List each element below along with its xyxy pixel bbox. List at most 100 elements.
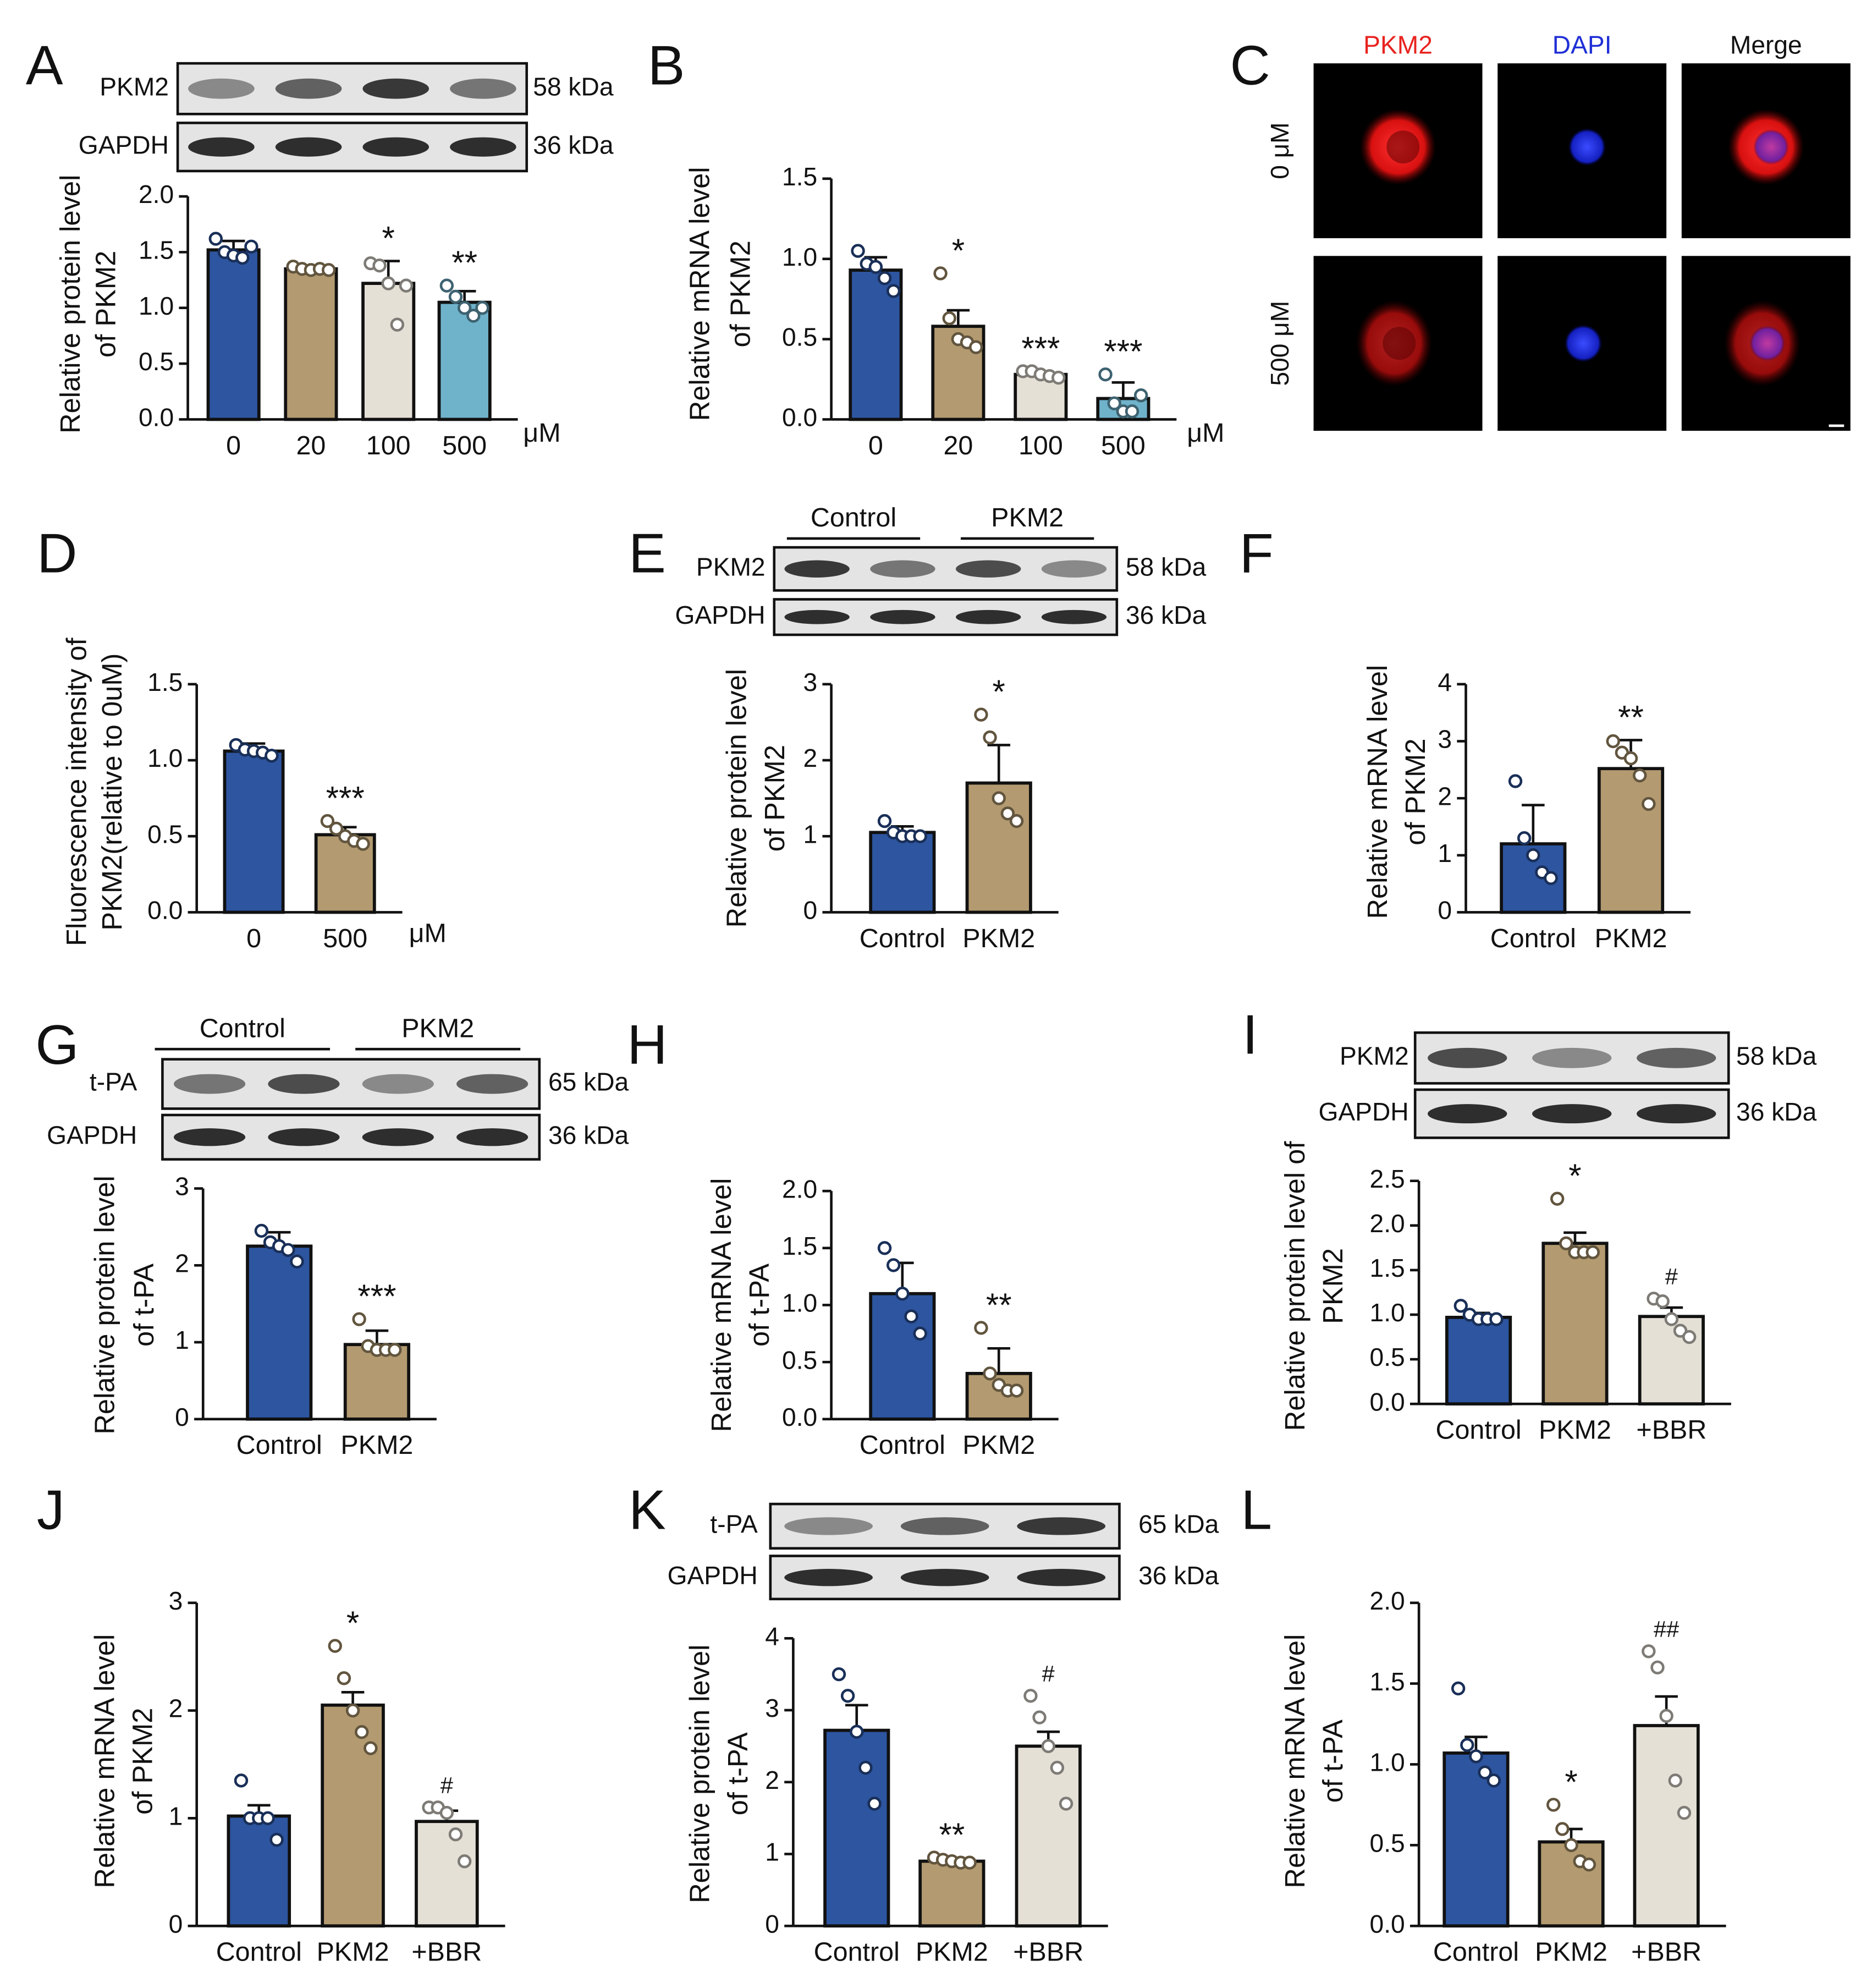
data-point (448, 1827, 463, 1842)
band-size: 58 kDa (533, 72, 614, 101)
bar (1597, 767, 1665, 914)
data-point (1677, 1805, 1692, 1820)
y-tick-label: 0.5 (1370, 1829, 1405, 1858)
significance: * (346, 1605, 359, 1641)
group-label: PKM2 (401, 1013, 474, 1043)
bar (1015, 1744, 1082, 1928)
data-point (942, 311, 956, 326)
band-label: GAPDH (668, 1561, 758, 1590)
y-axis-label: of t-PA (1317, 1720, 1348, 1803)
column-label: PKM2 (1363, 30, 1433, 59)
nucleus (1568, 128, 1606, 166)
data-point (1642, 1644, 1656, 1659)
data-point (983, 1366, 997, 1381)
x-tick-label: +BBR (1631, 1937, 1702, 1967)
data-point (356, 837, 370, 851)
x-tick-label: +BBR (411, 1937, 482, 1967)
data-point (352, 1312, 366, 1326)
blot-band (362, 1074, 434, 1094)
x-tick-label: 20 (296, 431, 326, 460)
data-point (372, 259, 387, 273)
data-point (962, 1855, 977, 1870)
x-tick-label: Control (236, 1430, 322, 1460)
y-tick-label: 0.5 (782, 1346, 817, 1374)
panel: I 0.0 0.5 1.0 1.5 2.0 2.5 Relative protein leve… (1242, 1004, 1817, 1445)
group-label: PKM2 (991, 503, 1064, 532)
data-point (1489, 1312, 1504, 1326)
data-point (388, 1343, 402, 1357)
blot-band (173, 1074, 246, 1094)
y-axis-label: of t-PA (722, 1732, 753, 1815)
data-point (1041, 1739, 1055, 1754)
significance: * (952, 232, 965, 269)
row-label: 500 μM (1265, 301, 1294, 386)
data-point (1655, 1294, 1670, 1309)
x-tick-label: 100 (366, 431, 411, 460)
nucleus (1753, 129, 1789, 165)
nucleus (1564, 324, 1603, 363)
blot-band (456, 1074, 528, 1094)
panel: K 0 1 2 3 4 Relative protein level of t-PA Contr… (629, 1479, 1219, 1967)
y-axis-label: of t-PA (128, 1264, 159, 1347)
y-axis-label: Relative protein level of (1279, 1141, 1311, 1431)
blot-band (900, 1569, 989, 1586)
data-point (345, 1703, 360, 1718)
data-point (992, 791, 1006, 805)
y-tick-label: 0.5 (1370, 1343, 1405, 1371)
band-size: 36 kDa (533, 130, 614, 159)
bar (918, 1859, 985, 1928)
data-point (1585, 1245, 1600, 1260)
significance: *** (357, 1278, 396, 1315)
panel: H 0.0 0.5 1.0 1.5 2.0 Relative mRNA level of t-… (627, 1014, 1059, 1460)
data-point (1623, 751, 1638, 766)
panel-letter: C (1230, 35, 1270, 97)
significance: # (1042, 1661, 1055, 1687)
data-point (448, 289, 463, 304)
data-point (1098, 367, 1113, 382)
y-tick-label: 1.0 (139, 292, 174, 320)
significance: ** (1618, 699, 1644, 735)
data-point (1453, 1299, 1468, 1313)
data-point (1682, 1330, 1697, 1344)
data-point (254, 1223, 269, 1238)
band-label: PKM2 (1340, 1042, 1409, 1070)
data-point (475, 301, 489, 315)
significance: # (1665, 1264, 1678, 1289)
data-point (265, 749, 279, 763)
y-tick-label: 1.0 (1370, 1748, 1405, 1777)
data-point (244, 239, 258, 254)
data-point (1546, 1798, 1561, 1812)
data-point (877, 1241, 892, 1255)
bar (1538, 1840, 1605, 1928)
data-point (1650, 1660, 1665, 1674)
significance: * (382, 220, 395, 257)
y-axis-label: Relative mRNA level (1362, 665, 1393, 919)
data-point (1544, 871, 1558, 885)
column-label: Merge (1730, 30, 1802, 59)
y-tick-label: 0.0 (147, 896, 183, 925)
panel-letter: B (648, 35, 685, 97)
significance: # (441, 1772, 453, 1798)
panel: C PKM2 DAPI Merge 0 μM 500 μM (1230, 30, 1851, 431)
data-point (329, 821, 344, 836)
x-unit: μM (409, 919, 447, 948)
x-tick-label: Control (1490, 924, 1576, 953)
bar (437, 300, 492, 421)
x-tick-label: Control (814, 1937, 900, 1967)
y-tick-label: 0 (175, 1403, 189, 1431)
y-tick-label: 0 (169, 1909, 183, 1938)
panel-letter: J (37, 1479, 65, 1541)
y-tick-label: 1 (169, 1802, 183, 1831)
data-point (858, 1760, 873, 1775)
x-tick-label: PKM2 (916, 1937, 988, 1967)
data-point (1125, 404, 1139, 419)
group-label: Control (200, 1013, 285, 1043)
band-size: 36 kDa (1138, 1561, 1219, 1590)
blot-band (188, 137, 255, 157)
panel-letter: L (1241, 1479, 1271, 1541)
band-size: 36 kDa (1126, 601, 1207, 629)
data-point (1517, 831, 1532, 845)
y-tick-label: 2.0 (1370, 1209, 1405, 1238)
x-tick-label: Control (860, 1430, 945, 1460)
nucleus (1749, 325, 1785, 361)
